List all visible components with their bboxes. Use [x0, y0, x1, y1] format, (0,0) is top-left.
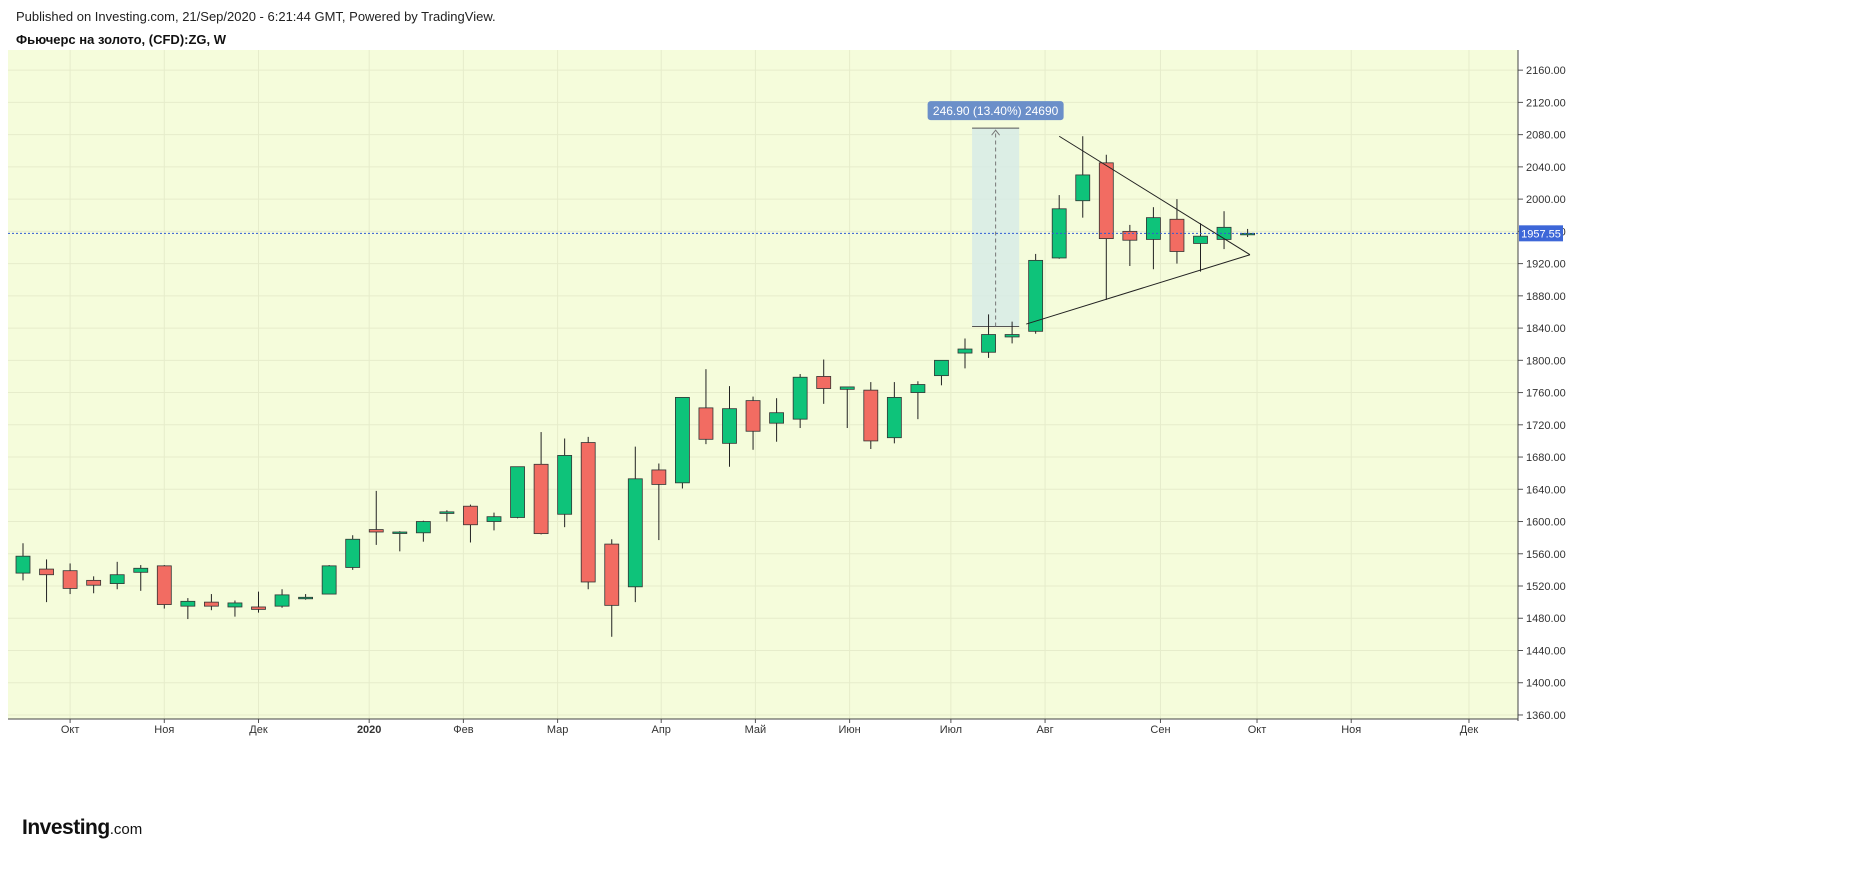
- candle-body: [39, 568, 54, 576]
- y-tick-label: 1800.00: [1526, 355, 1566, 367]
- y-tick-label: 2040.00: [1526, 162, 1566, 174]
- candle-body: [816, 376, 832, 389]
- measure-label: 246.90 (13.40%) 24690: [933, 104, 1059, 118]
- y-tick-label: 2080.00: [1526, 130, 1566, 142]
- candle-body: [580, 442, 596, 583]
- candle-body: [439, 511, 455, 514]
- y-tick-label: 1360.00: [1526, 710, 1566, 722]
- candle-body: [1240, 232, 1255, 236]
- candle-body: [86, 579, 102, 586]
- candle-body: [910, 384, 926, 393]
- candle-body: [651, 469, 667, 485]
- candle-body: [274, 594, 290, 607]
- triangle-lower-line: [1026, 254, 1251, 325]
- candle-body: [392, 531, 408, 534]
- candle-body: [627, 478, 643, 588]
- candle-body: [321, 565, 337, 595]
- y-tick-label: 1880.00: [1526, 291, 1566, 303]
- candle-body: [463, 505, 478, 526]
- candle-body: [203, 601, 219, 607]
- last-price-tag: [1519, 225, 1563, 242]
- y-tick-label: 1440.00: [1526, 645, 1566, 657]
- candle-body: [1098, 162, 1114, 240]
- y-tick-label: 1600.00: [1526, 517, 1566, 529]
- published-caption: Published on Investing.com, 21/Sep/2020 …: [16, 9, 496, 24]
- y-tick-label: 1680.00: [1526, 452, 1566, 464]
- candle-body: [557, 455, 573, 515]
- candle-body: [415, 521, 431, 534]
- candle-body: [769, 412, 784, 424]
- last-price-label: 1957.55: [1521, 228, 1561, 240]
- candle-body: [1075, 174, 1091, 202]
- y-tick-label: 1760.00: [1526, 388, 1566, 400]
- candle-body: [345, 538, 361, 568]
- measure-arrow-head: [991, 129, 1001, 136]
- candle-body: [62, 570, 78, 589]
- candle-body: [156, 565, 172, 605]
- y-tick-label: 2120.00: [1526, 97, 1566, 109]
- candle-body: [251, 606, 266, 610]
- candle-body: [863, 389, 879, 442]
- investing-logo: Investing.com: [22, 816, 142, 840]
- candle-body: [486, 516, 502, 522]
- y-tick-label: 2000.00: [1526, 194, 1566, 206]
- y-tick-label: 1400.00: [1526, 678, 1566, 690]
- candle-body: [368, 529, 384, 533]
- candle-body: [934, 359, 949, 377]
- candle-body: [675, 396, 690, 484]
- x-tick-label: Ноя: [154, 724, 174, 736]
- candle-body: [133, 567, 149, 573]
- candle-body: [180, 600, 196, 607]
- candle-body: [981, 334, 996, 353]
- x-tick-label: Мар: [547, 724, 569, 736]
- candle-body: [1028, 259, 1044, 332]
- candle-body: [533, 463, 549, 535]
- y-tick-label: 1840.00: [1526, 323, 1566, 335]
- y-tick-label: 1720.00: [1526, 420, 1566, 432]
- candle-body: [1146, 217, 1161, 240]
- x-tick-label: Май: [745, 724, 767, 736]
- candle-body: [604, 543, 620, 606]
- candle-body: [886, 396, 902, 439]
- logo-suffix: .com: [109, 821, 143, 838]
- candle-body: [298, 596, 314, 600]
- x-tick-label: Сен: [1150, 724, 1170, 736]
- candle-body: [957, 348, 973, 354]
- x-tick-label: Дек: [1460, 724, 1479, 736]
- candle-body: [1169, 218, 1185, 252]
- candle-body: [792, 376, 808, 420]
- y-tick-label: 2160.00: [1526, 65, 1566, 77]
- x-tick-label: 2020: [357, 724, 381, 736]
- x-tick-label: Июл: [940, 724, 962, 736]
- x-tick-label: Ноя: [1341, 724, 1361, 736]
- y-tick-label: 1560.00: [1526, 549, 1566, 561]
- logo-brand: Investing: [22, 816, 110, 839]
- x-tick-label: Окт: [1248, 724, 1267, 736]
- candle-body: [698, 407, 714, 440]
- y-tick-label: 1480.00: [1526, 613, 1566, 625]
- candle-body: [227, 602, 243, 608]
- x-tick-label: Дек: [249, 724, 268, 736]
- y-tick-label: 1640.00: [1526, 484, 1566, 496]
- candle-body: [1004, 334, 1020, 338]
- candle-body: [745, 400, 761, 432]
- x-tick-label: Окт: [61, 724, 80, 736]
- x-tick-label: Фев: [453, 724, 473, 736]
- candle-body: [839, 386, 855, 390]
- y-tick-label: 1920.00: [1526, 259, 1566, 271]
- y-tick-label: 1520.00: [1526, 581, 1566, 593]
- candle-body: [15, 555, 31, 574]
- candle-body: [510, 466, 525, 518]
- candle-body: [1122, 230, 1138, 241]
- measure-tag: [927, 101, 1064, 121]
- chart-title: Фьючерс на золото, (CFD):ZG, W: [16, 32, 227, 47]
- candle-body: [722, 408, 737, 444]
- candle-body: [109, 574, 125, 584]
- x-tick-label: Июн: [838, 724, 860, 736]
- candle-body: [1193, 235, 1208, 244]
- x-tick-label: Авг: [1036, 724, 1053, 736]
- x-tick-label: Апр: [651, 724, 670, 736]
- triangle-upper-line: [1058, 135, 1251, 256]
